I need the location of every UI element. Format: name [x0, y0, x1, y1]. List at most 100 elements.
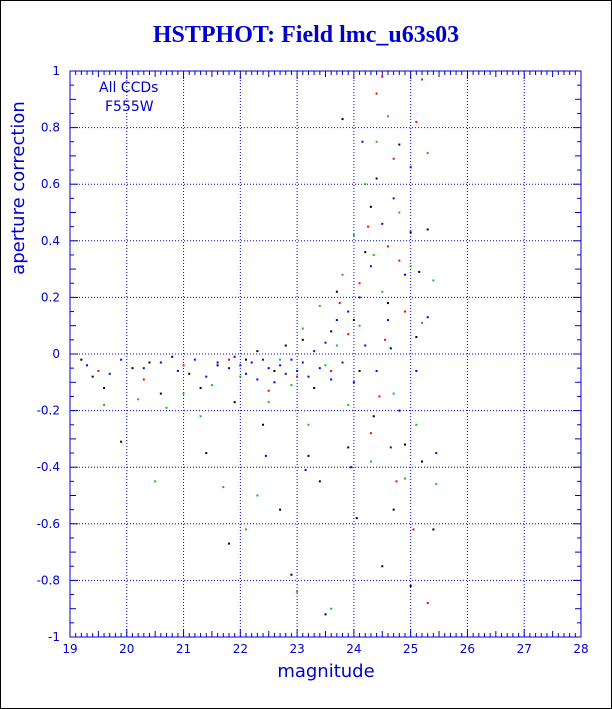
data-point: [296, 369, 299, 372]
data-point: [182, 364, 185, 367]
data-point: [148, 361, 151, 364]
data-point: [398, 409, 401, 412]
data-point: [313, 350, 316, 353]
data-point: [347, 310, 350, 313]
x-tick-label: 28: [573, 642, 588, 656]
data-point: [279, 358, 282, 361]
data-point: [364, 251, 367, 254]
x-tick-label: 25: [403, 642, 418, 656]
data-point: [273, 369, 276, 372]
data-point: [120, 358, 123, 361]
data-point: [182, 392, 185, 395]
data-point: [347, 333, 350, 336]
data-point: [426, 228, 429, 231]
y-tick-label: -1: [48, 630, 60, 644]
data-point: [341, 273, 344, 276]
data-point: [403, 273, 406, 276]
data-point: [358, 324, 361, 327]
data-point: [159, 392, 162, 395]
data-point: [273, 381, 276, 384]
data-point: [227, 358, 230, 361]
data-point: [165, 406, 168, 409]
data-point: [352, 234, 355, 237]
y-tick-label: 0.4: [41, 234, 60, 248]
data-point: [284, 344, 287, 347]
data-point: [137, 398, 140, 401]
data-point: [318, 367, 321, 370]
data-point: [381, 75, 384, 78]
data-point: [330, 378, 333, 381]
data-point: [367, 225, 370, 228]
data-point: [392, 392, 395, 395]
data-point: [418, 270, 421, 273]
data-point: [386, 319, 389, 322]
data-point: [267, 367, 270, 370]
data-point: [355, 517, 358, 520]
data-point: [120, 440, 123, 443]
axis-ticks: [69, 70, 582, 638]
data-point: [409, 585, 412, 588]
data-point: [378, 395, 381, 398]
data-point: [290, 358, 293, 361]
data-point: [369, 205, 372, 208]
data-point: [392, 197, 395, 200]
data-point: [307, 423, 310, 426]
data-point: [409, 231, 412, 234]
data-point: [227, 542, 230, 545]
data-point: [307, 454, 310, 457]
data-point: [250, 361, 253, 364]
data-point: [347, 403, 350, 406]
y-tick-label: 0.6: [41, 177, 60, 191]
data-point: [324, 341, 327, 344]
data-point: [210, 384, 213, 387]
data-point: [375, 140, 378, 143]
data-point: [216, 361, 219, 364]
data-point: [364, 344, 367, 347]
data-point: [369, 432, 372, 435]
data-point: [142, 378, 145, 381]
y-tick-label: 0.2: [41, 290, 60, 304]
y-tick-label: -0.2: [37, 404, 60, 418]
data-point: [415, 369, 418, 372]
x-tick-label: 23: [289, 642, 304, 656]
data-point: [358, 296, 361, 299]
data-point: [415, 120, 418, 123]
data-point: [142, 367, 145, 370]
data-point: [412, 528, 415, 531]
data-point: [421, 460, 424, 463]
data-point: [409, 166, 412, 169]
data-point: [341, 361, 344, 364]
data-point: [375, 92, 378, 95]
y-tick-label: -0.8: [37, 573, 60, 587]
data-point: [381, 565, 384, 568]
data-point: [375, 177, 378, 180]
x-tick-label: 26: [460, 642, 475, 656]
data-point: [415, 423, 418, 426]
data-point: [264, 454, 267, 457]
grid-lines: [70, 71, 581, 637]
data-point: [199, 386, 202, 389]
data-point: [432, 279, 435, 282]
data-point: [352, 381, 355, 384]
x-tick-label: 20: [119, 642, 134, 656]
data-point: [381, 290, 384, 293]
data-point: [108, 372, 111, 375]
data-point: [361, 140, 364, 143]
x-tick-label: 19: [62, 642, 77, 656]
data-point: [421, 321, 424, 324]
data-point: [262, 423, 265, 426]
data-point: [381, 222, 384, 225]
data-point: [358, 282, 361, 285]
data-point: [347, 446, 350, 449]
data-point: [199, 415, 202, 418]
data-point: [421, 78, 424, 81]
data-point: [398, 143, 401, 146]
data-point: [389, 446, 392, 449]
data-point: [171, 355, 174, 358]
data-point: [97, 369, 100, 372]
data-point: [330, 330, 333, 333]
data-point: [341, 118, 344, 121]
data-point: [330, 607, 333, 610]
data-point: [256, 378, 259, 381]
